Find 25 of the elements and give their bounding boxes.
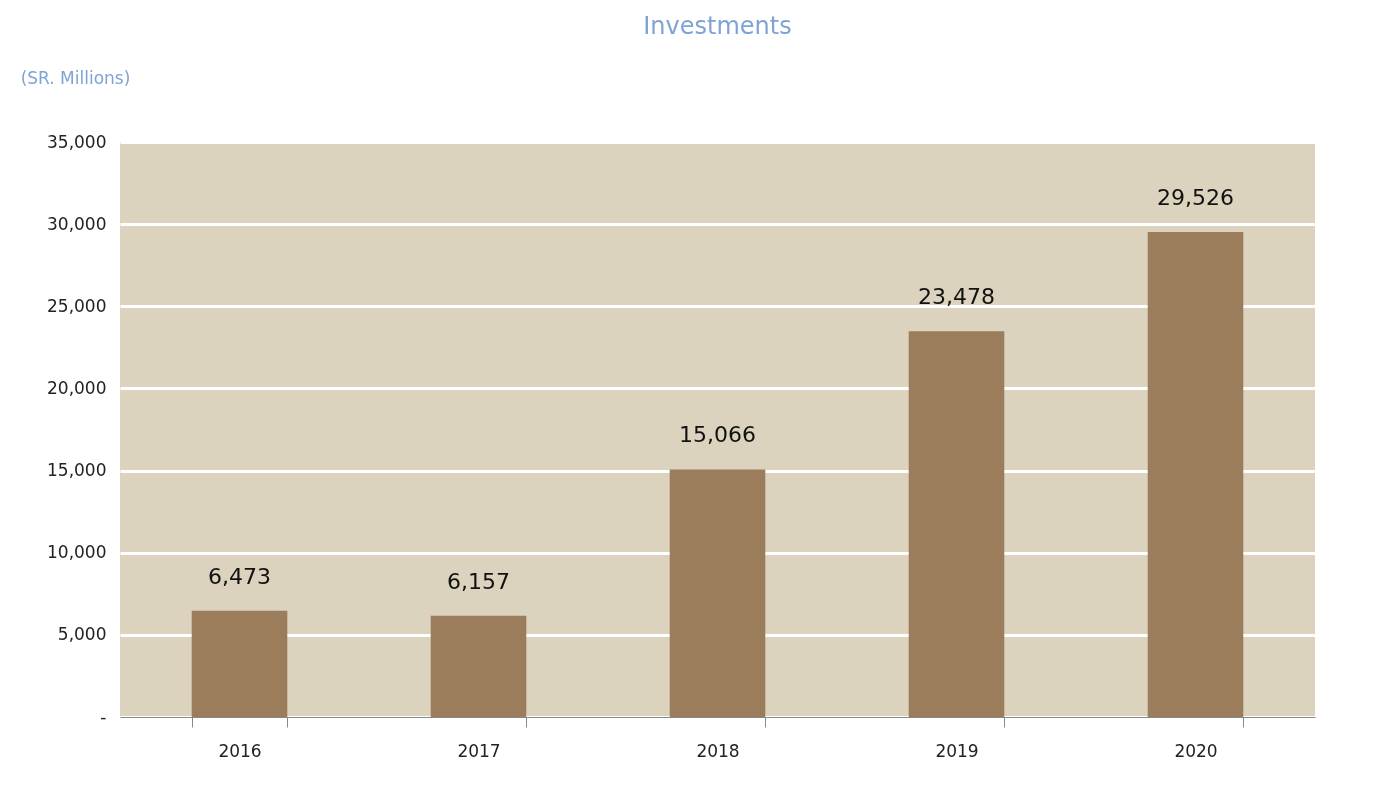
bar xyxy=(1147,231,1244,717)
y-tick-label: 5,000 xyxy=(57,624,107,645)
y-tick-label: - xyxy=(100,706,107,727)
bar xyxy=(669,469,766,717)
data-label: 6,157 xyxy=(447,568,510,594)
x-tick-label: 2017 xyxy=(457,740,501,761)
x-tick-label: 2020 xyxy=(1174,740,1218,761)
y-tick-label: 30,000 xyxy=(47,213,107,234)
x-tick-label: 2016 xyxy=(218,740,262,761)
y-axis-title: (SR. Millions) xyxy=(20,67,131,88)
data-label: 29,526 xyxy=(1157,184,1234,210)
bar xyxy=(908,331,1005,717)
chart-title: Investments xyxy=(643,12,792,40)
y-tick-label: 10,000 xyxy=(47,542,107,563)
x-tick-label: 2019 xyxy=(935,740,979,761)
y-tick-label: 20,000 xyxy=(47,377,107,398)
bar xyxy=(191,610,288,717)
y-tick-label: 15,000 xyxy=(47,460,107,481)
data-label: 15,066 xyxy=(679,422,756,448)
data-label: 6,473 xyxy=(208,563,271,589)
y-tick-label: 35,000 xyxy=(47,131,107,152)
data-label: 23,478 xyxy=(918,284,995,310)
x-tick-label: 2018 xyxy=(696,740,740,761)
bar xyxy=(430,615,527,717)
y-tick-label: 25,000 xyxy=(47,295,107,316)
